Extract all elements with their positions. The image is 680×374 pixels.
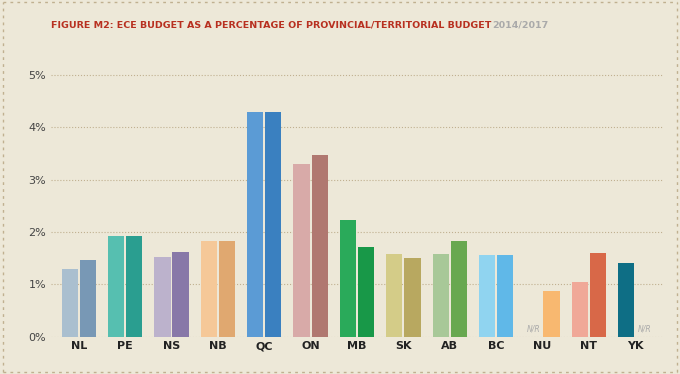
- Bar: [543, 291, 560, 337]
- Text: FIGURE M2: ECE BUDGET AS A PERCENTAGE OF PROVINCIAL/TERRITORIAL BUDGET: FIGURE M2: ECE BUDGET AS A PERCENTAGE OF…: [51, 21, 494, 30]
- Bar: [358, 246, 374, 337]
- Bar: [432, 254, 449, 337]
- Bar: [618, 263, 634, 337]
- Text: 2014/2017: 2014/2017: [492, 21, 549, 30]
- Text: N/R: N/R: [637, 325, 651, 334]
- Bar: [265, 113, 282, 337]
- Bar: [340, 220, 356, 337]
- Bar: [451, 241, 467, 337]
- Bar: [108, 236, 124, 337]
- Bar: [126, 236, 142, 337]
- Bar: [590, 253, 606, 337]
- Bar: [497, 255, 513, 337]
- Bar: [294, 164, 309, 337]
- Bar: [173, 252, 188, 337]
- Bar: [572, 282, 588, 337]
- Bar: [201, 241, 217, 337]
- Bar: [386, 254, 403, 337]
- Bar: [80, 260, 96, 337]
- Bar: [311, 155, 328, 337]
- Bar: [219, 241, 235, 337]
- Bar: [479, 255, 495, 337]
- Bar: [154, 257, 171, 337]
- Bar: [247, 113, 263, 337]
- Bar: [62, 269, 78, 337]
- Text: N/R: N/R: [526, 325, 540, 334]
- Bar: [405, 258, 420, 337]
